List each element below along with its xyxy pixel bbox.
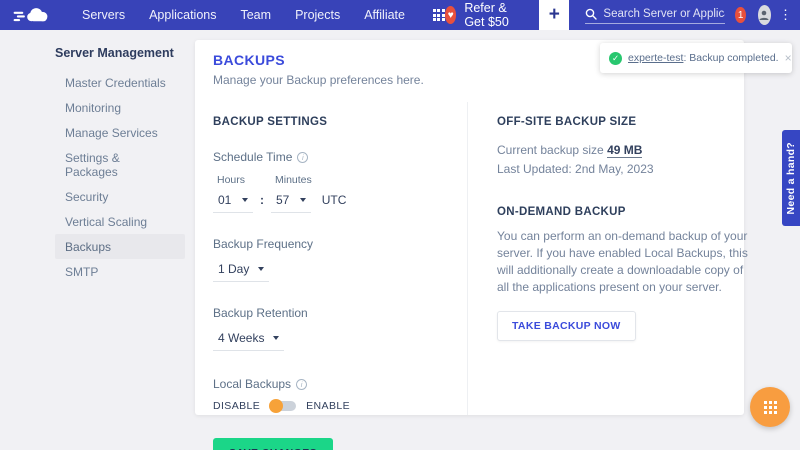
quick-actions-fab[interactable] (750, 387, 790, 427)
user-avatar[interactable] (757, 5, 771, 25)
nav-item-servers[interactable]: Servers (82, 8, 126, 22)
backup-size-label: Current backup size (497, 143, 608, 157)
nav-item-affiliate[interactable]: Affiliate (364, 8, 405, 22)
refer-button[interactable]: ♥ Refer & Get $50 (444, 1, 521, 29)
sidebar-item-backups[interactable]: Backups (55, 234, 185, 259)
backup-retention-select[interactable]: 4 Weeks (213, 329, 285, 351)
chevron-down-icon (258, 267, 265, 271)
toggle-enable-label: ENABLE (306, 400, 350, 412)
chevron-down-icon (300, 198, 306, 202)
sidebar-item-manage-services[interactable]: Manage Services (65, 125, 158, 140)
backups-panel: BACKUPS Manage your Backup preferences h… (195, 40, 748, 450)
schedule-time-row: Hours 01 : Minutes 57 UTC (213, 174, 461, 213)
hours-value: 01 (218, 193, 232, 207)
sidebar-item-master-credentials[interactable]: Master Credentials (65, 75, 166, 90)
server-management-sidebar: Server Management Master Credentials Mon… (55, 46, 185, 284)
column-divider (467, 102, 468, 415)
toggle-knob (269, 399, 284, 413)
toggle-disable-label: DISABLE (213, 400, 261, 412)
local-backups-text: Local Backups (213, 377, 292, 391)
sidebar-item-vertical-scaling[interactable]: Vertical Scaling (65, 214, 148, 229)
backup-size-value: 49 MB (607, 143, 643, 158)
minutes-value: 57 (276, 193, 290, 207)
search-icon (585, 8, 598, 20)
apps-grid-icon[interactable] (432, 9, 445, 21)
more-options-icon[interactable]: ⋮ (779, 7, 792, 22)
toast-server-link[interactable]: experte-test (628, 52, 684, 64)
page-subtitle: Manage your Backup preferences here. (213, 73, 424, 87)
sidebar-item-smtp[interactable]: SMTP (65, 264, 99, 279)
backup-frequency-select[interactable]: 1 Day (213, 260, 270, 282)
nav-item-projects[interactable]: Projects (295, 8, 341, 22)
local-backups-info-icon[interactable]: i (296, 378, 308, 390)
sidebar-item-settings-packages[interactable]: Settings & Packages (65, 150, 120, 179)
time-separator: : (260, 193, 264, 207)
save-changes-button[interactable]: SAVE CHANGES (213, 438, 334, 450)
timezone-label: UTC (321, 193, 347, 207)
nav-item-applications[interactable]: Applications (149, 8, 217, 22)
offsite-backup-heading: OFF-SITE BACKUP SIZE (497, 116, 637, 128)
minutes-label: Minutes (275, 174, 312, 186)
last-updated: Last Updated: 2nd May, 2023 (497, 162, 654, 176)
backup-retention-value: 4 Weeks (218, 331, 265, 345)
take-backup-now-button[interactable]: TAKE BACKUP NOW (497, 311, 636, 341)
primary-nav: Servers Applications Team Projects Affil… (82, 8, 405, 22)
toast-message-text: : Backup completed. (683, 52, 779, 64)
minutes-select[interactable]: 57 (271, 191, 311, 213)
refer-label: Refer & Get $50 (464, 1, 509, 29)
ondemand-backup-heading: ON-DEMAND BACKUP (497, 206, 626, 218)
need-a-hand-tab[interactable]: Need a hand? (782, 130, 800, 226)
toast-message: experte-test: Backup completed. (628, 52, 779, 64)
grid-icon (763, 400, 777, 414)
backup-settings-heading: BACKUP SETTINGS (213, 116, 328, 128)
nav-item-team[interactable]: Team (240, 8, 272, 22)
sidebar-item-security[interactable]: Security (65, 189, 109, 204)
backup-settings-column: BACKUP SETTINGS Schedule Time i Hours 01… (213, 102, 461, 450)
backup-frequency-label: Backup Frequency (213, 237, 314, 251)
toggle-track (270, 401, 297, 411)
success-check-icon: ✓ (609, 51, 622, 65)
search-box (585, 6, 726, 24)
local-backups-toggle-row: DISABLE ENABLE (213, 399, 461, 413)
backup-completed-toast: ✓ experte-test: Backup completed. × (600, 43, 792, 73)
local-backups-label: Local Backups i (213, 377, 461, 391)
search-input[interactable] (603, 8, 726, 20)
schedule-time-text: Schedule Time (213, 150, 293, 164)
sidebar-title: Server Management (55, 46, 174, 60)
need-a-hand-label: Need a hand? (785, 141, 797, 215)
hours-label: Hours (217, 174, 246, 186)
chevron-down-icon (273, 336, 280, 340)
close-icon[interactable]: × (784, 51, 792, 65)
page-title: BACKUPS (213, 52, 286, 68)
local-backups-toggle[interactable] (269, 399, 297, 413)
heart-icon: ♥ (444, 6, 457, 24)
notification-badge[interactable]: 1 (735, 7, 746, 23)
backup-retention-label: Backup Retention (213, 306, 308, 320)
sidebar-item-monitoring[interactable]: Monitoring (65, 100, 122, 115)
hours-select[interactable]: 01 (213, 191, 253, 213)
current-backup-size: Current backup size 49 MB (497, 143, 749, 158)
ondemand-description: You can perform an on-demand backup of y… (497, 229, 748, 294)
top-navbar: Servers Applications Team Projects Affil… (0, 0, 800, 30)
add-server-button[interactable]: + (539, 0, 570, 30)
chevron-down-icon (242, 198, 248, 202)
schedule-time-label: Schedule Time i (213, 150, 461, 164)
schedule-time-info-icon[interactable]: i (297, 151, 309, 163)
backup-frequency-value: 1 Day (218, 262, 250, 276)
offsite-ondemand-column: OFF-SITE BACKUP SIZE Current backup size… (497, 102, 749, 341)
cloudways-logo-icon[interactable] (12, 4, 54, 26)
